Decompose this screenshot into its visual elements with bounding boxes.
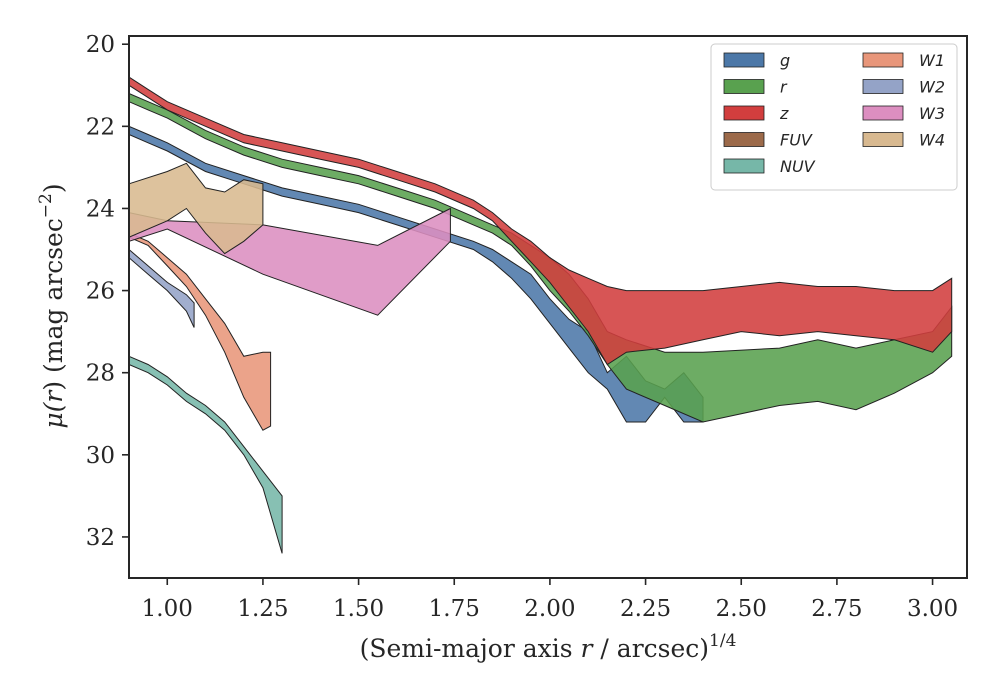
y-tick-label: 20 [86,32,115,58]
plot-frame [128,35,968,579]
legend-item-nuv: NUV [723,157,816,176]
legend-label: W3 [919,104,945,123]
y-tick-label: 30 [86,443,115,469]
x-axis-label: (Semi-major axis r / arcsec)1/4 [360,631,737,663]
x-tick-label: 2.25 [620,596,671,622]
band-w4 [128,162,264,255]
legend-item-w2: W2 [862,78,945,97]
y-tick-label: 22 [86,114,115,140]
legend-item-w4: W4 [862,131,945,150]
legend-label: W1 [919,51,945,70]
legend-label: r [780,78,788,97]
band-z [128,76,953,366]
x-tick-label: 1.25 [237,596,288,622]
y-tick-label: 28 [86,361,115,387]
legend-swatch [723,79,765,94]
legend-swatch [862,52,904,68]
profile-bands [128,76,953,554]
legend-label: FUV [780,131,813,150]
legend-label: W4 [919,131,945,150]
x-tick-label: 1.50 [333,596,384,622]
legend-label: z [779,104,789,123]
legend-swatch [862,105,904,121]
legend-item-w3: W3 [862,104,945,123]
legend: grz FUV NUV W1 W2 W3 W4 [710,43,958,191]
x-tick-label: 2.75 [811,596,862,622]
legend-swatch [862,79,904,94]
x-tick-label: 1.75 [429,596,480,622]
legend-swatch [723,158,765,174]
legend-swatch [723,132,765,147]
y-tick-label: 24 [86,196,115,222]
legend-item-w1: W1 [862,51,945,70]
band-nuv [128,355,283,554]
legend-swatch [862,132,904,147]
y-axis-ticks: 20 22 24 26 28 30 32 [86,32,129,551]
x-tick-label: 3.00 [907,596,958,622]
legend-label: W2 [919,78,945,97]
legend-item-r: r [723,78,788,97]
legend-item-g: g [723,51,790,70]
x-axis-ticks: 1.00 1.25 1.50 1.75 2.00 2.25 2.50 2.75 3.00 [142,578,958,622]
legend-item-fuv: FUV [723,131,813,150]
legend-label: g [780,51,790,70]
band-w2 [128,248,195,328]
y-axis-label: μ(r) (mag arcsec−2) [36,183,68,428]
legend-swatch [723,52,765,68]
y-tick-label: 26 [86,279,115,305]
legend-item-z: z [723,104,789,123]
x-tick-label: 1.00 [142,596,193,622]
x-tick-label: 2.50 [716,596,767,622]
legend-swatch [723,105,765,121]
y-tick-label: 32 [86,525,115,551]
legend-label: NUV [780,157,816,176]
band-w1 [128,232,272,431]
x-tick-label: 2.00 [524,596,575,622]
